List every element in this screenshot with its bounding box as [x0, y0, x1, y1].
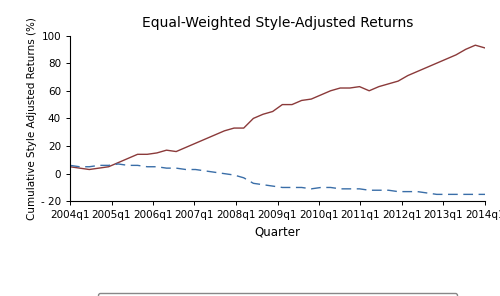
- Diversified Firms: [144, 165, 150, 168]
- Hedge Fund Only Firms: [173, 150, 179, 153]
- Diversified Firms: [444, 193, 450, 196]
- Hedge Fund Only Firms: [96, 166, 102, 170]
- Diversified Firms: [366, 189, 372, 192]
- Diversified Firms: [222, 172, 228, 176]
- Hedge Fund Only Firms: [106, 165, 112, 168]
- Diversified Firms: [318, 186, 324, 189]
- Diversified Firms: [134, 164, 140, 167]
- Hedge Fund Only Firms: [462, 48, 468, 51]
- Diversified Firms: [67, 164, 73, 167]
- Hedge Fund Only Firms: [116, 161, 121, 164]
- Diversified Firms: [386, 189, 392, 192]
- Hedge Fund Only Firms: [434, 61, 440, 65]
- Diversified Firms: [86, 165, 92, 168]
- Diversified Firms: [453, 193, 459, 196]
- Hedge Fund Only Firms: [270, 110, 276, 113]
- Hedge Fund Only Firms: [366, 89, 372, 93]
- Diversified Firms: [424, 191, 430, 195]
- Hedge Fund Only Firms: [405, 74, 411, 77]
- Diversified Firms: [240, 176, 246, 180]
- Diversified Firms: [250, 181, 256, 185]
- Hedge Fund Only Firms: [308, 97, 314, 101]
- Hedge Fund Only Firms: [222, 129, 228, 133]
- Diversified Firms: [125, 164, 131, 167]
- Title: Equal-Weighted Style-Adjusted Returns: Equal-Weighted Style-Adjusted Returns: [142, 16, 413, 30]
- Hedge Fund Only Firms: [444, 57, 450, 61]
- Hedge Fund Only Firms: [192, 141, 198, 145]
- Diversified Firms: [405, 190, 411, 193]
- Diversified Firms: [395, 190, 401, 193]
- Line: Diversified Firms: Diversified Firms: [70, 164, 485, 194]
- Diversified Firms: [462, 193, 468, 196]
- Diversified Firms: [414, 190, 420, 193]
- Hedge Fund Only Firms: [202, 137, 208, 141]
- Legend: Hedge Fund Only Firms, Diversified Firms: Hedge Fund Only Firms, Diversified Firms: [98, 293, 457, 296]
- Diversified Firms: [347, 187, 353, 191]
- Y-axis label: Cumulative Style Adjusted Returns (%): Cumulative Style Adjusted Returns (%): [26, 17, 36, 220]
- Diversified Firms: [173, 166, 179, 170]
- Hedge Fund Only Firms: [231, 126, 237, 130]
- Hedge Fund Only Firms: [289, 103, 295, 106]
- Hedge Fund Only Firms: [472, 44, 478, 47]
- Hedge Fund Only Firms: [134, 152, 140, 156]
- Diversified Firms: [472, 193, 478, 196]
- Hedge Fund Only Firms: [183, 146, 189, 149]
- Diversified Firms: [356, 187, 362, 191]
- Diversified Firms: [482, 193, 488, 196]
- Hedge Fund Only Firms: [328, 89, 334, 93]
- Hedge Fund Only Firms: [356, 85, 362, 89]
- Diversified Firms: [183, 168, 189, 171]
- Hedge Fund Only Firms: [298, 99, 304, 102]
- Diversified Firms: [308, 187, 314, 191]
- Diversified Firms: [231, 173, 237, 177]
- Hedge Fund Only Firms: [414, 70, 420, 73]
- Hedge Fund Only Firms: [144, 152, 150, 156]
- Hedge Fund Only Firms: [482, 46, 488, 50]
- Hedge Fund Only Firms: [318, 93, 324, 97]
- Diversified Firms: [192, 168, 198, 171]
- Diversified Firms: [106, 164, 112, 167]
- Hedge Fund Only Firms: [280, 103, 285, 106]
- Hedge Fund Only Firms: [386, 82, 392, 86]
- Diversified Firms: [260, 183, 266, 186]
- Hedge Fund Only Firms: [125, 157, 131, 160]
- Diversified Firms: [76, 165, 82, 168]
- Diversified Firms: [164, 166, 170, 170]
- X-axis label: Quarter: Quarter: [254, 226, 300, 239]
- Hedge Fund Only Firms: [86, 168, 92, 171]
- Diversified Firms: [280, 186, 285, 189]
- Hedge Fund Only Firms: [154, 151, 160, 155]
- Diversified Firms: [298, 186, 304, 189]
- Diversified Firms: [289, 186, 295, 189]
- Hedge Fund Only Firms: [453, 53, 459, 57]
- Diversified Firms: [434, 193, 440, 196]
- Hedge Fund Only Firms: [347, 86, 353, 90]
- Hedge Fund Only Firms: [250, 117, 256, 120]
- Diversified Firms: [337, 187, 343, 191]
- Hedge Fund Only Firms: [212, 133, 218, 137]
- Hedge Fund Only Firms: [395, 79, 401, 83]
- Diversified Firms: [328, 186, 334, 189]
- Hedge Fund Only Firms: [240, 126, 246, 130]
- Line: Hedge Fund Only Firms: Hedge Fund Only Firms: [70, 45, 485, 170]
- Hedge Fund Only Firms: [67, 165, 73, 168]
- Diversified Firms: [96, 164, 102, 167]
- Hedge Fund Only Firms: [424, 65, 430, 69]
- Diversified Firms: [270, 184, 276, 188]
- Diversified Firms: [116, 162, 121, 166]
- Hedge Fund Only Firms: [337, 86, 343, 90]
- Hedge Fund Only Firms: [376, 85, 382, 89]
- Hedge Fund Only Firms: [260, 112, 266, 116]
- Diversified Firms: [376, 189, 382, 192]
- Diversified Firms: [212, 170, 218, 174]
- Hedge Fund Only Firms: [76, 166, 82, 170]
- Diversified Firms: [154, 165, 160, 168]
- Diversified Firms: [202, 169, 208, 173]
- Hedge Fund Only Firms: [164, 148, 170, 152]
